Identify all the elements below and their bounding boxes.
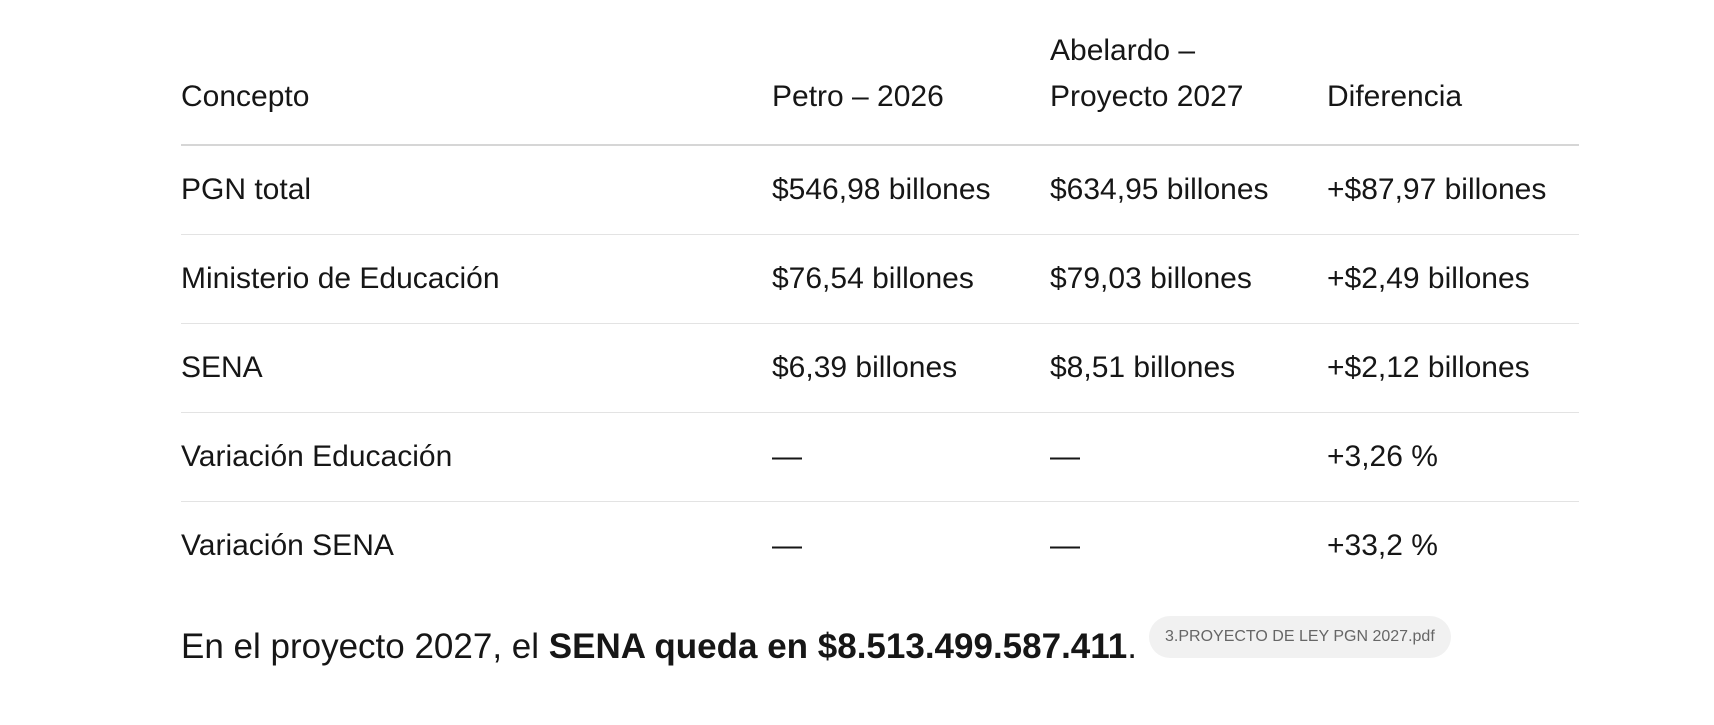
table: Concepto Petro – 2026 Abelardo – Proyecto … [181, 30, 1579, 590]
table-cell: +$2,12 billones [1327, 351, 1530, 384]
table-row: Variación SENA — — +33,2 % [181, 502, 1579, 590]
header-cell: Abelardo – Proyecto 2027 [1050, 34, 1244, 113]
table-row: Ministerio de Educación $76,54 billones $7… [181, 235, 1579, 324]
table-cell: — [1050, 529, 1080, 562]
table-cell: Variación Educación [181, 440, 453, 473]
table-cell: +$2,49 billones [1327, 262, 1530, 295]
table-row: SENA $6,39 billones $8,51 billones +$2,12 b… [181, 324, 1579, 413]
table-cell: $546,98 billones [772, 173, 991, 206]
table-cell: +33,2 % [1327, 529, 1438, 562]
table-cell: $6,39 billones [772, 351, 958, 384]
header-cell: Concepto [181, 80, 310, 113]
table-row: Variación Educación — — +3,26 % [181, 413, 1579, 502]
header-cell: Diferencia [1327, 80, 1463, 113]
table-cell: $76,54 billones [772, 262, 974, 295]
footer-end: . [1127, 627, 1137, 666]
table-cell: $79,03 billones [1050, 262, 1252, 295]
table-cell: — [1050, 440, 1080, 473]
table-cell: PGN total [181, 173, 312, 206]
header-row: Concepto Petro – 2026 Abelardo – Proyecto … [181, 30, 1579, 146]
table-cell: Ministerio de Educación [181, 262, 500, 295]
footer: En el proyecto 2027, el SENA queda en $8… [181, 616, 1451, 668]
header-cell: Petro – 2026 [772, 80, 944, 113]
table-cell: $634,95 billones [1050, 173, 1269, 206]
table-cell: $8,51 billones [1050, 351, 1236, 384]
table-cell: — [772, 529, 802, 562]
footer-text: En el proyecto 2027, el [181, 627, 549, 666]
table-row: PGN total $546,98 billones $634,95 billone… [181, 146, 1579, 235]
source-badge[interactable]: 3.PROYECTO DE LEY PGN 2027.pdf [1149, 616, 1451, 658]
table-cell: SENA [181, 351, 263, 384]
table-cell: +3,26 % [1327, 440, 1438, 473]
table-cell: +$87,97 billones [1327, 173, 1547, 206]
footer-bold: SENA queda en $8.513.499.587.411 [548, 627, 1128, 666]
table-cell: Variación SENA [181, 529, 394, 562]
table-cell: — [772, 440, 802, 473]
